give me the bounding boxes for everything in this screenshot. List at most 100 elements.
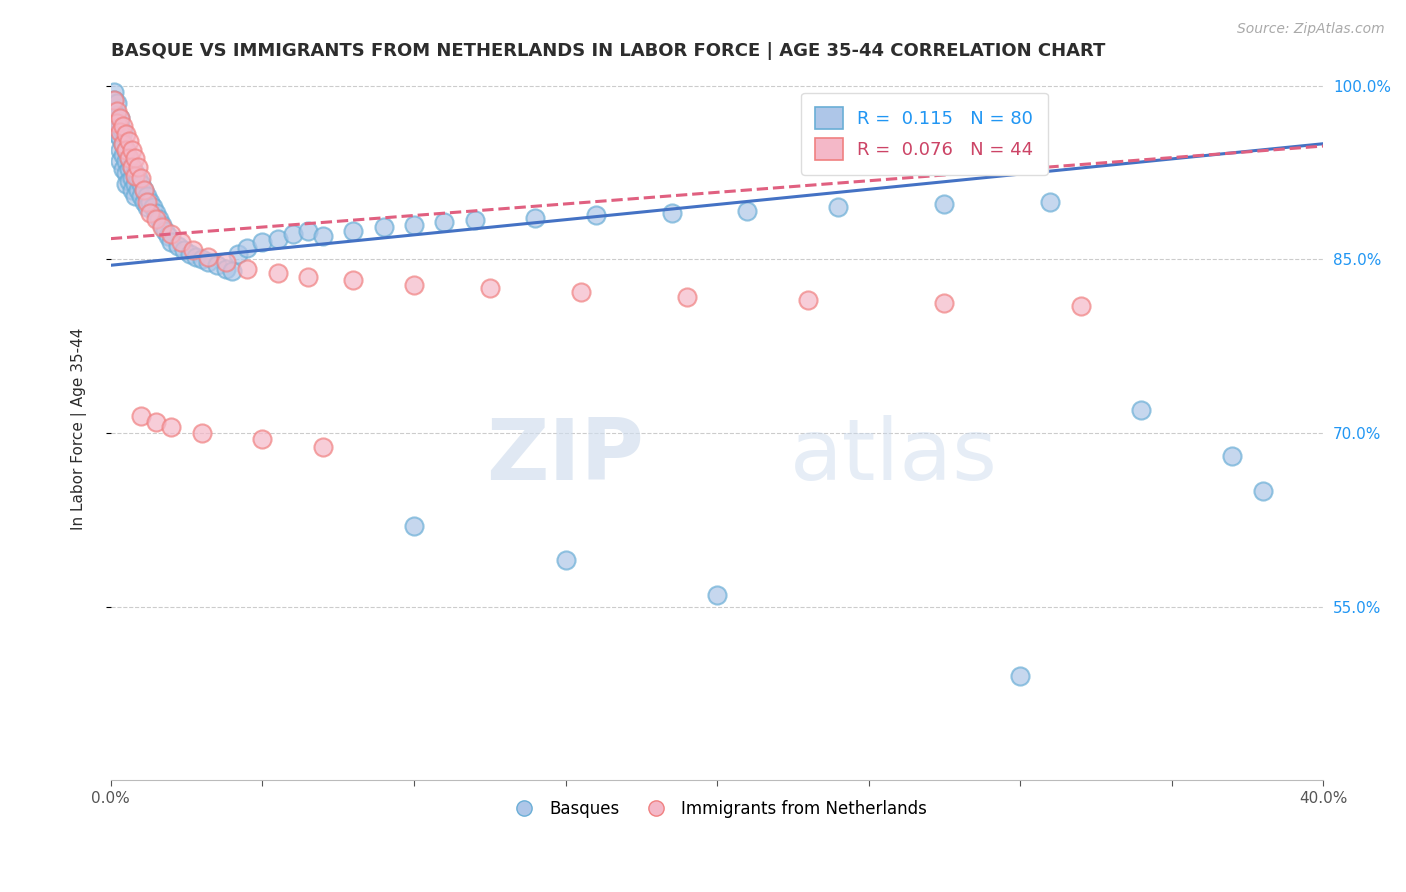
Point (103, 104, 125, 119)
Point (191, 426, 214, 441)
Point (179, 246, 201, 260)
Point (1251, 483, 1274, 498)
Point (118, 162, 141, 177)
Point (142, 200, 165, 214)
Point (215, 254, 238, 268)
Point (1130, 403, 1153, 417)
Point (118, 135, 141, 149)
Point (155, 223, 177, 237)
Point (252, 432, 274, 446)
Point (706, 588, 728, 602)
Point (136, 200, 159, 214)
Point (124, 166, 146, 180)
Point (108, 125, 131, 139)
Point (118, 151, 141, 165)
Point (111, 136, 134, 151)
Point (524, 211, 547, 225)
Point (342, 273, 364, 287)
Point (124, 178, 146, 192)
Point (827, 200, 849, 214)
Point (105, 128, 128, 142)
Point (169, 235, 191, 249)
Point (191, 252, 214, 267)
Legend: Basques, Immigrants from Netherlands: Basques, Immigrants from Netherlands (501, 793, 934, 825)
Point (166, 238, 188, 252)
Point (129, 189, 152, 203)
Point (134, 183, 156, 197)
Point (252, 235, 274, 249)
Point (184, 250, 207, 264)
Point (129, 171, 152, 186)
Point (585, 209, 607, 223)
Text: atlas: atlas (790, 415, 998, 498)
Point (236, 241, 259, 255)
Point (127, 160, 149, 174)
Point (111, 125, 134, 139)
Point (160, 420, 183, 434)
Point (402, 518, 425, 533)
Point (934, 197, 956, 211)
Text: BASQUE VS IMMIGRANTS FROM NETHERLANDS IN LABOR FORCE | AGE 35-44 CORRELATION CHA: BASQUE VS IMMIGRANTS FROM NETHERLANDS IN… (111, 42, 1105, 60)
Point (118, 174, 141, 188)
Point (342, 223, 364, 237)
Point (312, 229, 335, 244)
Point (124, 151, 146, 165)
Point (554, 553, 576, 567)
Point (157, 229, 180, 244)
Point (115, 166, 138, 180)
Point (934, 296, 956, 310)
Point (105, 116, 128, 130)
Point (134, 183, 156, 197)
Point (124, 189, 146, 203)
Point (127, 183, 149, 197)
Point (1010, 669, 1032, 683)
Point (297, 223, 319, 237)
Point (115, 154, 138, 169)
Point (797, 293, 820, 307)
Point (148, 211, 170, 226)
Point (150, 218, 173, 232)
Point (197, 250, 219, 264)
Point (115, 128, 138, 142)
Point (226, 246, 249, 260)
Point (160, 235, 183, 249)
Point (103, 85, 125, 99)
Point (108, 143, 131, 157)
Point (215, 261, 238, 276)
Point (108, 154, 131, 169)
Point (1220, 449, 1243, 463)
Point (108, 131, 131, 145)
Point (136, 189, 159, 203)
Point (1039, 194, 1062, 209)
Point (103, 93, 125, 107)
Point (173, 243, 195, 257)
Point (737, 203, 759, 218)
Point (115, 143, 138, 157)
Point (266, 232, 288, 246)
Point (297, 269, 319, 284)
Point (127, 171, 149, 186)
Point (373, 220, 395, 235)
Point (221, 264, 243, 278)
Point (115, 143, 138, 157)
Point (145, 415, 167, 429)
Point (478, 281, 501, 295)
Point (108, 120, 131, 134)
Point (134, 194, 156, 209)
Point (129, 409, 152, 423)
Point (145, 206, 167, 220)
Point (105, 116, 128, 130)
Point (111, 148, 134, 162)
Point (108, 112, 131, 126)
Point (150, 220, 173, 235)
Point (160, 227, 183, 241)
Point (105, 108, 128, 122)
Point (121, 171, 143, 186)
Point (402, 277, 425, 292)
Point (121, 160, 143, 174)
Point (197, 254, 219, 268)
Point (675, 289, 697, 303)
Point (266, 266, 288, 280)
Point (111, 162, 134, 177)
Point (115, 178, 138, 192)
